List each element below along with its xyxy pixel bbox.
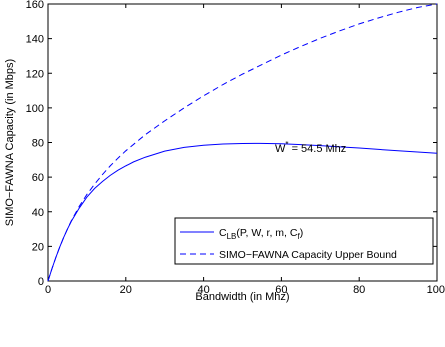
x-axis-label: Bandwidth (in Mhz)	[195, 291, 289, 303]
y-tick-label: 20	[32, 241, 44, 253]
legend-label-lower-bound: CLB(P, W, r, m, Cf)	[219, 227, 303, 241]
y-tick-label: 60	[32, 172, 44, 184]
y-tick-label: 40	[32, 207, 44, 219]
series-layer	[47, 3, 438, 282]
x-tick-label: 20	[120, 284, 132, 296]
x-tick-label: 40	[197, 284, 209, 296]
y-tick-label: 140	[26, 34, 44, 46]
y-tick-label: 160	[26, 0, 44, 11]
x-tick-label: 80	[353, 284, 365, 296]
legend: CLB(P, W, r, m, Cf) SIMO−FAWNA Capacity …	[174, 217, 434, 265]
y-tick-label: 120	[26, 68, 44, 80]
y-axis-ticks: 0 20 40 60 80 100 120 140 160	[26, 0, 437, 288]
legend-box	[174, 217, 434, 265]
annotation-rest: = 54.5 Mhz	[289, 143, 347, 155]
y-axis-label: SIMO−FAWNA Capacity (in Mbps)	[4, 59, 16, 226]
x-tick-label: 0	[45, 284, 51, 296]
annotation-sup: *	[285, 140, 288, 149]
x-tick-label: 100	[427, 284, 445, 296]
x-axis-ticks: 0 20 40 60 80 100	[45, 4, 445, 296]
annotation-main: W	[275, 143, 286, 155]
legend-label-upper-bound: SIMO−FAWNA Capacity Upper Bound	[219, 249, 397, 261]
x-tick-label: 60	[275, 284, 287, 296]
y-tick-label: 100	[26, 103, 44, 115]
optimal-bandwidth-annotation: W* = 54.5 Mhz	[275, 140, 346, 155]
y-tick-label: 80	[32, 138, 44, 150]
series-line-upper-bound	[47, 3, 438, 282]
y-tick-label: 0	[38, 276, 44, 288]
